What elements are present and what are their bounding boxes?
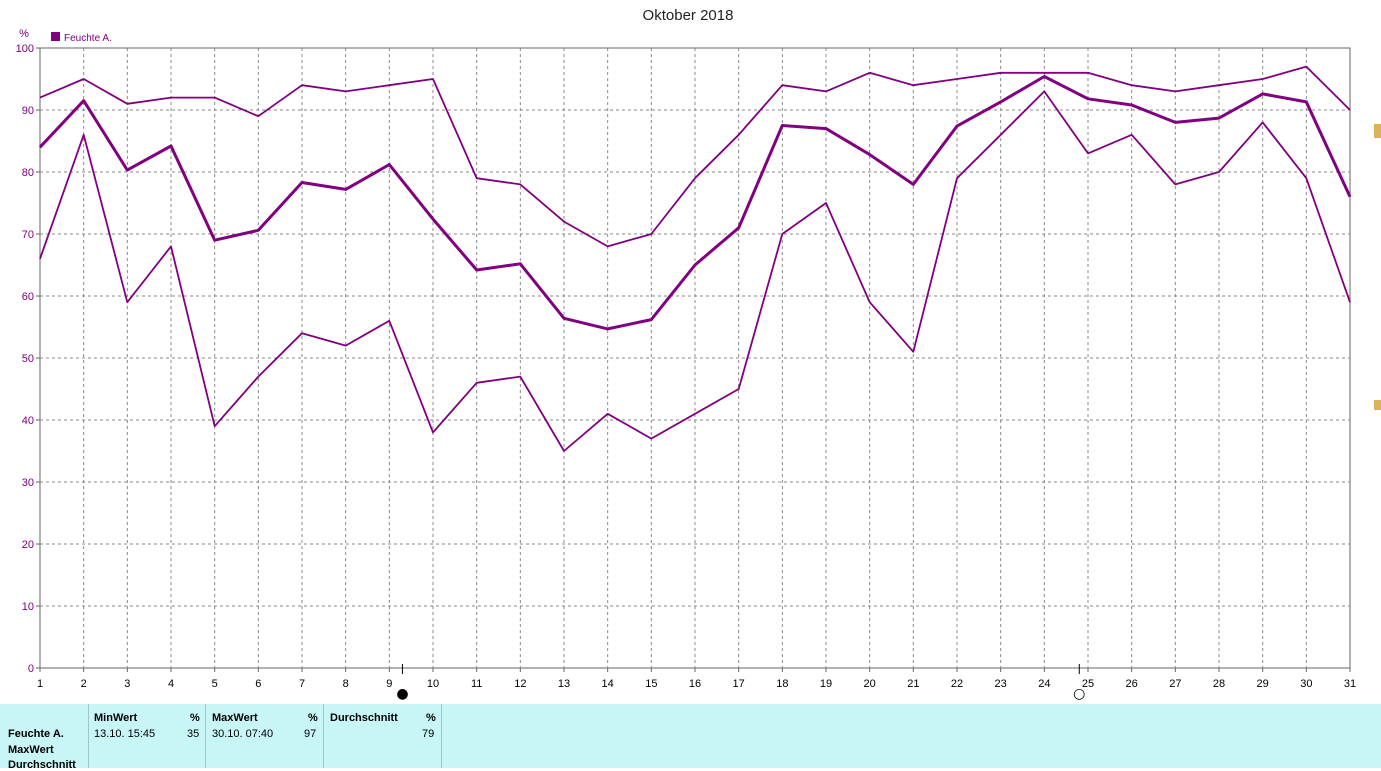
y-axis: 0 10 20 30 40 50 60 70 80 90 100 — [16, 43, 40, 675]
x-tick-label: 31 — [1344, 678, 1356, 690]
y-tick-label: 60 — [22, 291, 34, 303]
x-tick-label: 8 — [343, 678, 349, 690]
row-label-avg: Durchschnitt — [8, 759, 76, 771]
y-tick-label: 0 — [28, 663, 34, 675]
series-group — [38, 65, 1352, 452]
x-tick-label: 4 — [168, 678, 174, 690]
x-tick-label: 20 — [864, 678, 876, 690]
x-tick-label: 18 — [776, 678, 788, 690]
x-tick-label: 13 — [558, 678, 570, 690]
y-tick-label: 50 — [22, 353, 34, 365]
max-time: 30.10. 07:40 — [212, 728, 274, 740]
min-unit: % — [190, 712, 200, 724]
avg-unit: % — [426, 712, 436, 724]
x-tick-label: 30 — [1300, 678, 1312, 690]
x-tick-label: 23 — [995, 678, 1007, 690]
window-edge-strip — [1372, 0, 1381, 768]
legend-label: Feuchte A. — [64, 33, 112, 44]
x-tick-label: 17 — [733, 678, 745, 690]
legend-swatch — [51, 32, 60, 41]
y-tick-label: 80 — [22, 167, 34, 179]
min-time: 13.10. 15:45 — [94, 728, 156, 740]
x-tick-label: 15 — [645, 678, 657, 690]
x-tick-label: 28 — [1213, 678, 1225, 690]
x-tick-label: 25 — [1082, 678, 1094, 690]
avg-value: 79 — [422, 728, 435, 740]
x-tick-label: 29 — [1257, 678, 1269, 690]
x-axis: 1 2 3 4 5 6 7 8 9 10 11 12 13 14 15 16 17 18 19 20 21 22 23 24 2… — [37, 668, 1356, 690]
chart-title: Oktober 2018 — [643, 7, 734, 24]
stats-label-column: Feuchte A. MaxWert Durchschnitt — [0, 704, 89, 771]
row-label-max: MaxWert — [8, 744, 54, 756]
stats-max-column: MaxWert % 30.10. 07:40 97 — [206, 704, 324, 768]
grid — [40, 48, 1350, 668]
y-tick-label: 10 — [22, 601, 34, 613]
series-line-max — [39, 65, 1351, 248]
x-tick-label: 5 — [212, 678, 218, 690]
x-tick-label: 11 — [471, 678, 482, 690]
x-tick-label: 6 — [255, 678, 261, 690]
edge-icon — [1374, 400, 1381, 410]
x-tick-label: 22 — [951, 678, 963, 690]
y-tick-label: 90 — [22, 105, 34, 117]
min-value: 35 — [187, 728, 200, 740]
avg-header: Durchschnitt — [330, 712, 398, 724]
x-tick-label: 27 — [1169, 678, 1181, 690]
min-header: MinWert — [94, 712, 138, 724]
x-tick-label: 21 — [907, 678, 919, 690]
x-tick-label: 16 — [689, 678, 701, 690]
stats-min-column: MinWert % 13.10. 15:45 35 — [89, 704, 206, 768]
row-label-series: Feuchte A. — [8, 728, 64, 740]
x-tick-label: 19 — [820, 678, 832, 690]
x-tick-label: 24 — [1038, 678, 1050, 690]
y-tick-label: 20 — [22, 539, 34, 551]
series-line-min — [39, 90, 1351, 452]
moon-full-icon: ○ — [1073, 686, 1085, 702]
max-value: 97 — [304, 728, 317, 740]
edge-icon — [1374, 124, 1381, 138]
y-axis-unit: % — [19, 28, 29, 40]
max-header: MaxWert — [212, 712, 258, 724]
y-tick-label: 100 — [16, 43, 34, 55]
x-tick-label: 26 — [1126, 678, 1138, 690]
x-tick-label: 12 — [514, 678, 526, 690]
x-tick-label: 1 — [37, 678, 43, 690]
x-tick-label: 9 — [386, 678, 392, 690]
moon-markers: ● ○ — [396, 664, 1085, 702]
x-tick-label: 10 — [427, 678, 439, 690]
stats-avg-column: Durchschnitt % 79 — [324, 704, 442, 768]
x-tick-label: 14 — [602, 678, 614, 690]
series-line-mean — [38, 75, 1352, 331]
x-tick-label: 3 — [124, 678, 130, 690]
x-tick-label: 2 — [81, 678, 87, 690]
moon-new-icon: ● — [396, 686, 408, 702]
max-unit: % — [308, 712, 318, 724]
stats-panel: Feuchte A. MaxWert Durchschnitt MinWert … — [0, 704, 1381, 771]
y-tick-label: 70 — [22, 229, 34, 241]
humidity-chart: Oktober 2018 % Feuchte A. 0 10 20 30 40 50 60 7… — [16, 7, 1356, 702]
x-tick-label: 7 — [299, 678, 305, 690]
y-tick-label: 30 — [22, 477, 34, 489]
y-tick-label: 40 — [22, 415, 34, 427]
